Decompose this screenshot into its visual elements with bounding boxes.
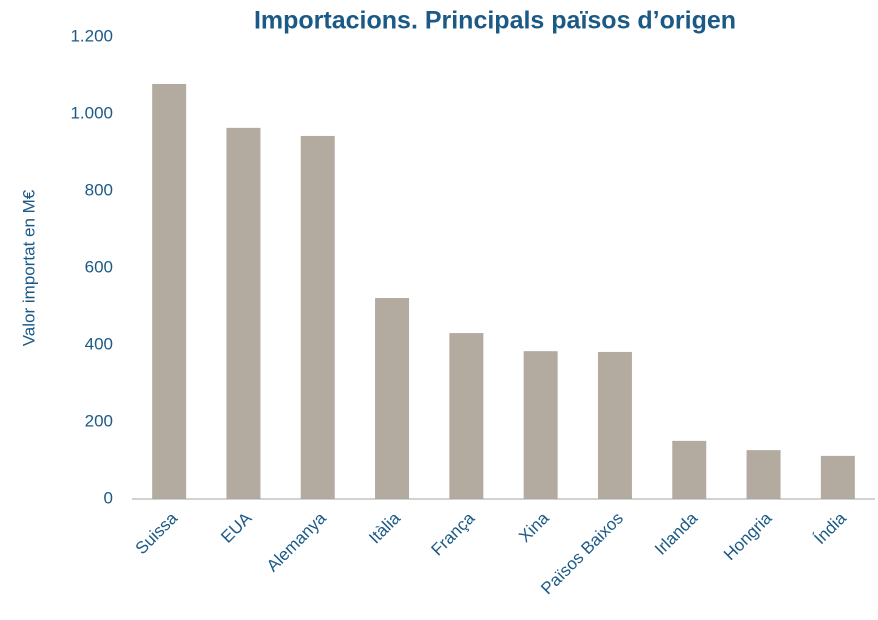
bar (152, 83, 187, 499)
bar (375, 298, 410, 499)
y-tick-label: 800 (85, 180, 113, 199)
bar (226, 127, 261, 500)
x-tick-label: Índia (810, 508, 850, 548)
x-tick-label: EUA (217, 508, 256, 547)
x-tick-label: Xina (515, 508, 553, 546)
y-tick-label: 1.200 (70, 26, 113, 45)
y-tick-label: 200 (85, 411, 113, 430)
x-tick-label: Irlanda (651, 508, 702, 559)
bar (597, 351, 632, 499)
y-tick-label: 400 (85, 334, 113, 353)
y-tick-label: 600 (85, 257, 113, 276)
bar (449, 333, 484, 499)
x-tick-label: Suissa (132, 508, 182, 558)
x-tick-label: Hongria (720, 508, 776, 564)
y-tick-label: 0 (104, 488, 113, 507)
bar (820, 455, 855, 499)
bar (672, 440, 707, 499)
y-tick-label: 1.000 (70, 103, 113, 122)
chart-title: Importacions. Principals països d’origen (254, 7, 736, 35)
bar (300, 135, 335, 499)
y-axis-label: Valor importat en M€ (19, 189, 38, 346)
x-tick-label: Itàlia (365, 508, 404, 547)
bar (523, 351, 558, 499)
bar (746, 450, 781, 499)
x-tick-label: França (427, 508, 478, 559)
x-tick-label: Alemanya (263, 508, 330, 575)
